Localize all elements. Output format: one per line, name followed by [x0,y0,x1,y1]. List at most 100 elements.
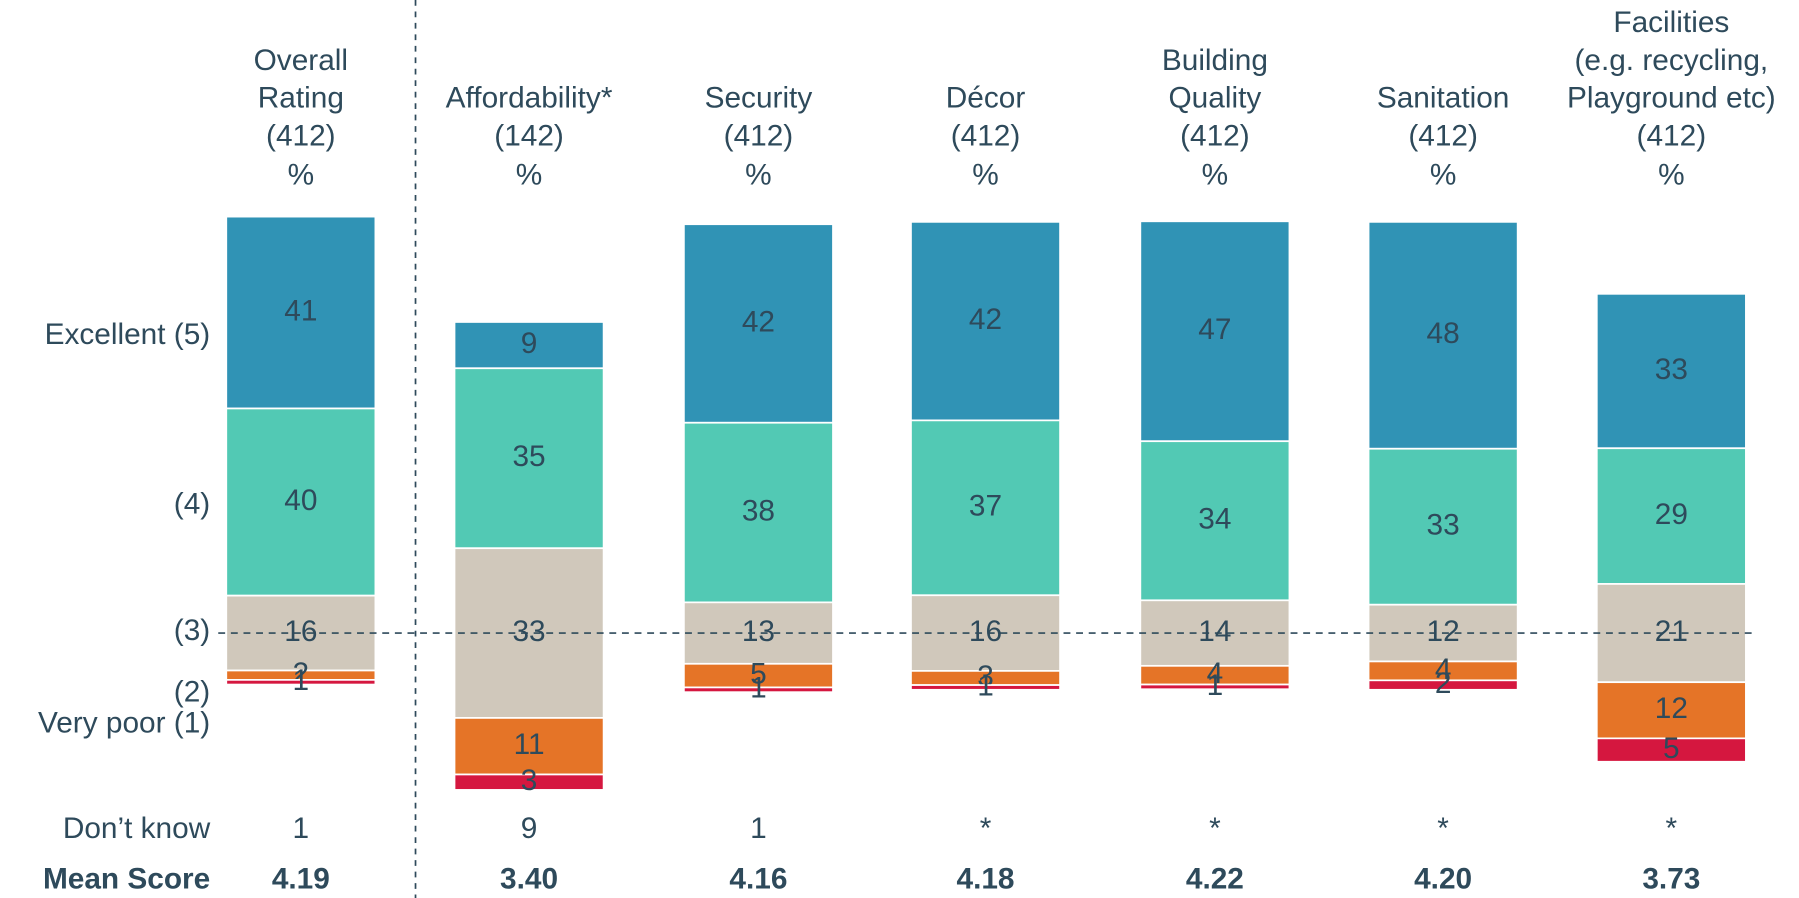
mean-score: 3.40 [500,863,558,896]
bar-segment [225,679,377,686]
dont-know-value: 1 [293,812,310,845]
row-label: Mean Score [43,863,210,896]
data-label: 5 [750,657,767,690]
dont-know-value: * [1209,812,1221,845]
mean-score: 4.19 [272,863,330,896]
category-label: Overall [254,44,348,77]
data-label: 13 [742,615,775,648]
bar-segment [453,547,605,719]
base-label: (412) [1637,119,1707,152]
bar-segment [683,686,834,694]
bar-segment [1139,683,1291,691]
unit-label: % [288,158,315,191]
data-label: 12 [1427,615,1460,648]
category-label: (e.g. recycling, [1574,44,1768,77]
category-label: Building [1162,44,1268,77]
data-label: 47 [1198,313,1231,346]
data-label: 11 [514,728,545,761]
bar-segment [1367,447,1519,606]
base-label: (412) [1180,119,1250,152]
row-label: Don’t know [63,812,211,845]
bar-segment [1595,292,1747,450]
unit-label: % [1430,158,1457,191]
category-label: Affordability* [446,82,613,115]
row-label: Very poor (1) [38,707,210,740]
data-label: 33 [1427,509,1460,542]
data-label: 9 [521,327,538,360]
data-label: 1 [977,669,994,702]
base-label: (412) [951,119,1021,152]
category-label: Rating [258,82,344,115]
category-label: Décor [946,82,1026,115]
data-label: 37 [969,490,1002,523]
data-label: 1 [750,672,767,705]
data-label: 33 [512,615,545,648]
data-label: 16 [284,615,317,648]
data-label: 21 [1655,615,1688,648]
category-label: Security [705,82,813,115]
dont-know-value: 1 [750,812,767,845]
bar-segment [1595,447,1747,585]
data-label: 3 [521,764,538,797]
row-label: Excellent (5) [45,318,211,351]
data-label: 12 [1655,692,1688,725]
bar-segment [1367,679,1519,691]
base-label: (142) [494,119,564,152]
dont-know-value: * [1437,812,1449,845]
data-label: 41 [284,294,317,327]
unit-label: % [1658,158,1685,191]
data-label: 5 [1663,732,1680,765]
data-label: 14 [1198,615,1231,648]
base-label: (412) [1408,119,1478,152]
unit-label: % [972,158,999,191]
data-label: 33 [1655,353,1688,386]
bar-segment [1139,440,1291,602]
data-label: 38 [742,494,775,527]
row-label: (3) [174,614,210,647]
bar-segment [1595,737,1747,763]
bar-segment [1139,220,1291,443]
unit-label: % [1202,158,1228,191]
row-label: (2) [174,676,210,709]
bar-segment [453,773,605,791]
data-label: 4 [1207,657,1224,690]
bar-segment [453,367,605,550]
bar-segment [683,421,834,604]
mean-score: 4.20 [1414,863,1472,896]
data-label: 42 [742,305,775,338]
mean-score: 4.22 [1186,863,1244,896]
data-label: 40 [284,484,317,517]
mean-score: 3.73 [1642,863,1700,896]
dont-know-value: * [1666,812,1678,845]
dont-know-value: * [980,812,992,845]
base-label: (412) [724,119,794,152]
bar-segment [910,221,1061,422]
base-label: (412) [266,119,336,152]
category-label: Facilities [1613,6,1729,39]
row-label: (4) [174,488,210,521]
data-label: 34 [1198,503,1231,536]
data-label: 42 [969,303,1002,336]
data-label: 1 [293,664,310,697]
bar-segment [910,684,1061,691]
data-label: 2 [1435,667,1452,700]
unit-label: % [516,158,543,191]
bar-segment [910,419,1061,597]
bar-segment [910,594,1061,672]
data-label: 1 [1207,669,1224,702]
data-label: 35 [512,440,545,473]
mean-score: 4.16 [729,863,787,896]
data-label: 48 [1427,317,1460,350]
category-label: Playground etc) [1567,82,1776,115]
data-label: 16 [969,615,1002,648]
category-label: Quality [1169,82,1262,115]
unit-label: % [745,158,772,191]
bar-segment [225,407,377,597]
data-label: 29 [1655,498,1688,531]
bar-segment [453,717,605,776]
dont-know-value: 9 [521,812,538,845]
category-label: Sanitation [1377,82,1510,115]
bar-segment [683,223,834,424]
bar-segment [1367,221,1519,450]
